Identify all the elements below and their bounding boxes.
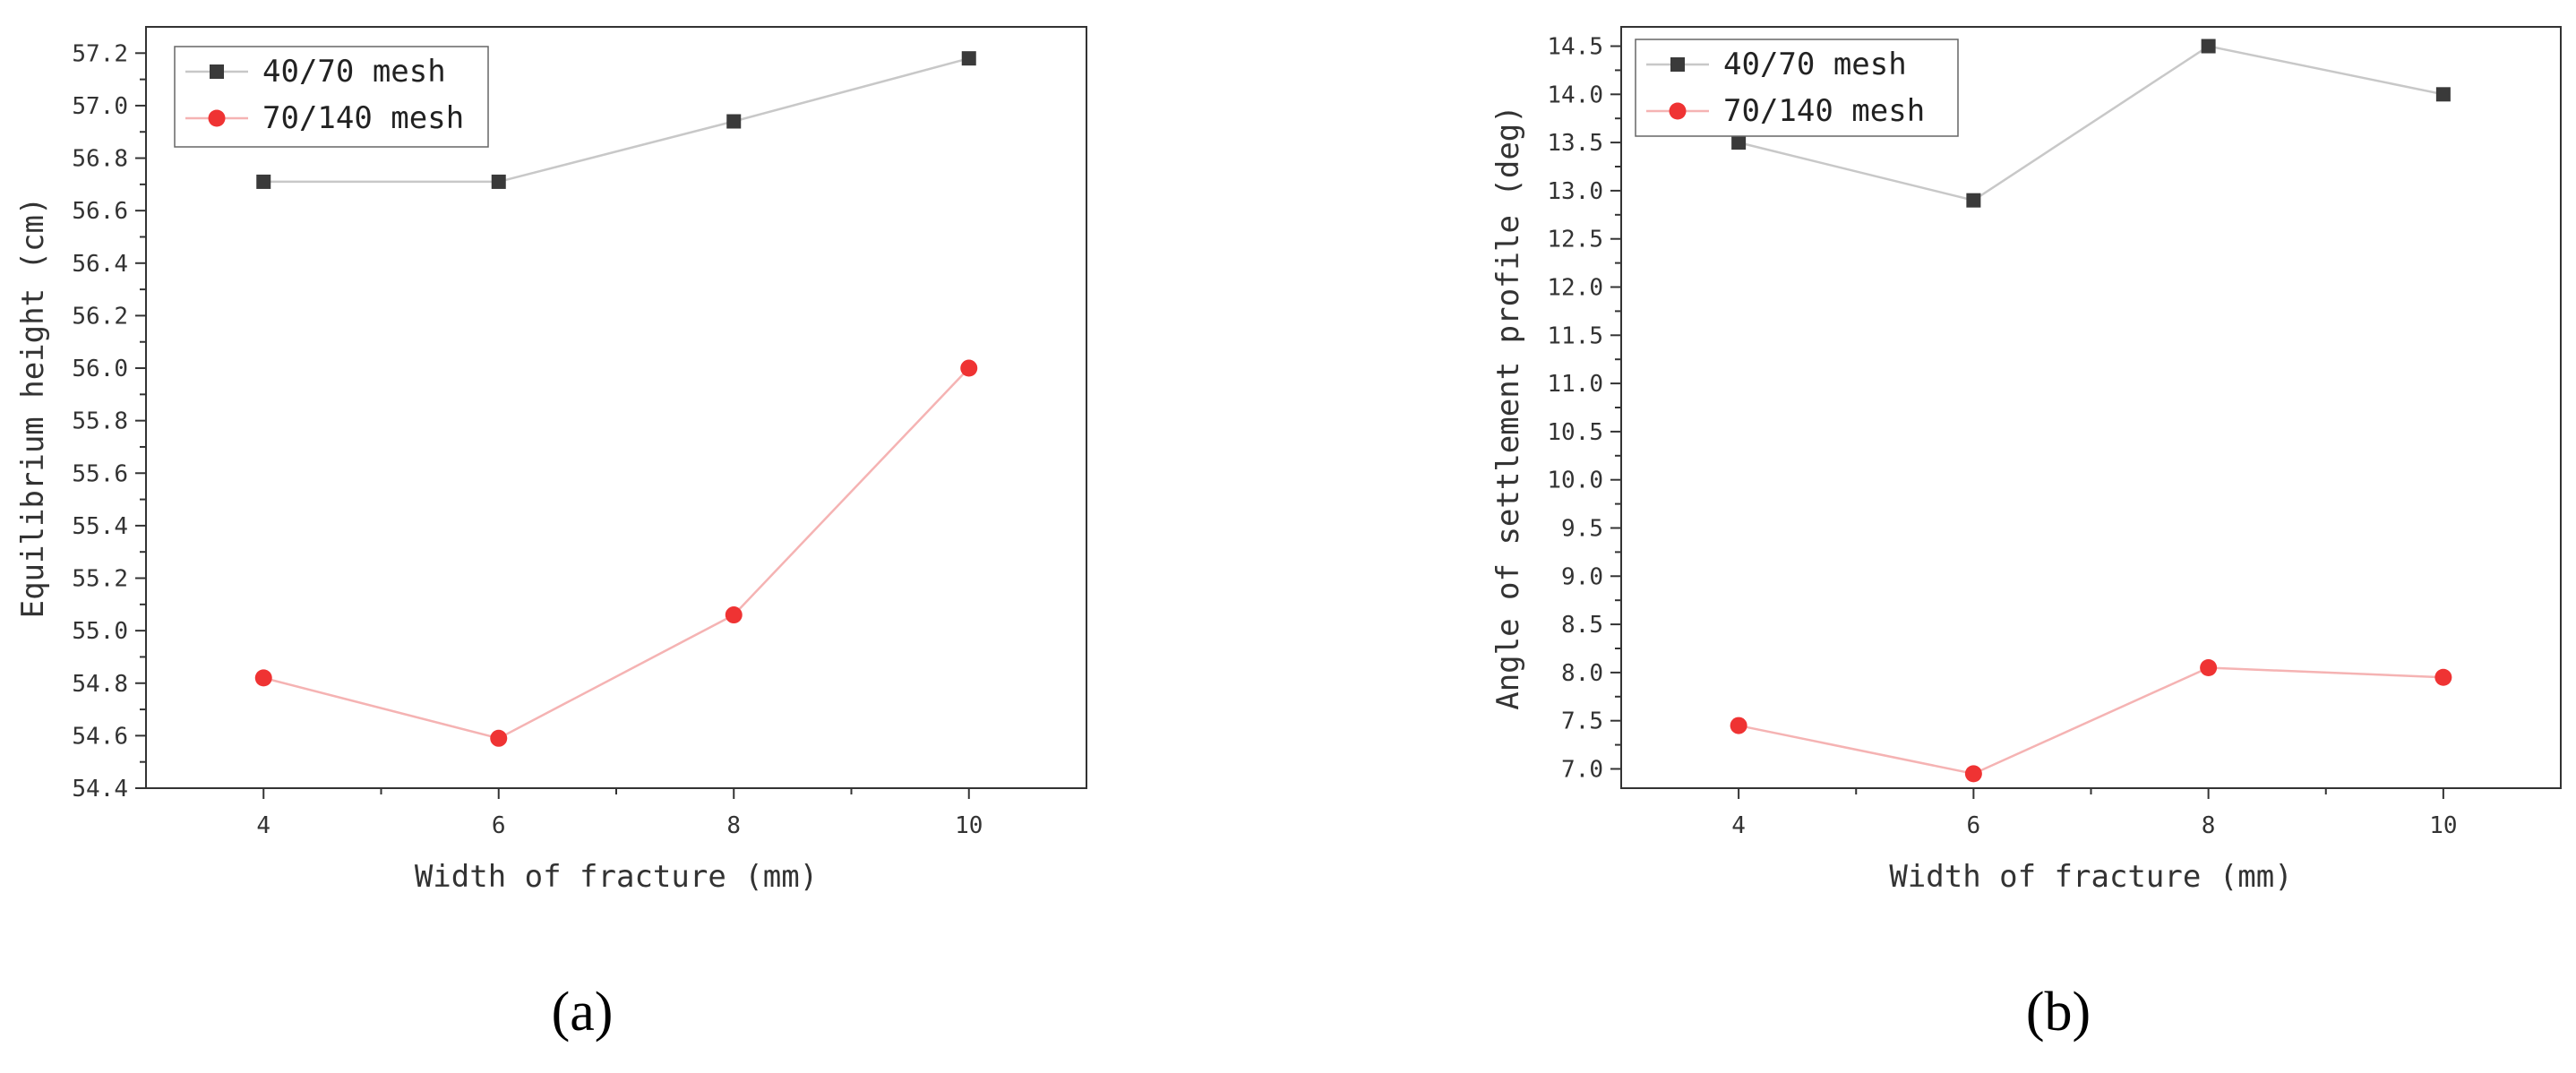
legend: 40/70 mesh 70/140 mesh (174, 46, 489, 148)
y-tick-label: 56.2 (72, 303, 128, 330)
data-point-square (256, 174, 271, 189)
legend-box (1635, 39, 1959, 137)
y-tick-label: 14.0 (1547, 82, 1603, 108)
y-tick-label: 7.0 (1561, 756, 1603, 783)
data-point-square (2201, 39, 2216, 54)
legend-label: 40/70 mesh (262, 54, 446, 90)
legend-marker-square (1670, 57, 1685, 72)
series-1 (256, 51, 976, 189)
chart-panel-1: 4 6 8 10 54.4 54.6 54.8 55.0 55.2 55.4 55.6 55.8 56.… (15, 26, 1087, 1043)
y-tick-label: 11.5 (1547, 322, 1603, 349)
legend-label: 70/140 mesh (1723, 93, 1925, 129)
x-axis-label: Width of fracture (mm) (1889, 859, 2292, 895)
y-tick-label: 54.8 (72, 671, 128, 698)
data-point-square (491, 174, 506, 189)
y-tick-label: 13.5 (1547, 130, 1603, 157)
x-tick-label: 4 (256, 812, 270, 839)
y-tick-label: 55.0 (72, 618, 128, 645)
x-tick-label: 4 (1731, 812, 1746, 839)
data-point-circle (2200, 659, 2218, 677)
data-point-circle (1964, 765, 1982, 783)
legend-marker-square (210, 64, 224, 79)
y-tick-label: 9.0 (1561, 563, 1603, 590)
x-tick-label: 6 (1967, 812, 1981, 839)
data-point-square (1966, 193, 1981, 208)
y-tick-label: 54.6 (72, 723, 128, 750)
y-tick-label: 56.8 (72, 146, 128, 173)
y-tick-label: 56.6 (72, 198, 128, 225)
data-point-circle (725, 606, 743, 624)
data-point-circle (1730, 717, 1747, 734)
y-tick-label: 57.0 (72, 93, 128, 120)
y-axis-label: Equilibrium height (cm) (15, 197, 51, 619)
x-tick-label: 10 (955, 812, 983, 839)
x-axis-label: Width of fracture (mm) (415, 859, 818, 895)
legend-label: 70/140 mesh (262, 100, 464, 136)
data-point-square (961, 51, 976, 66)
y-tick-label: 8.0 (1561, 660, 1603, 687)
y-tick-label: 14.5 (1547, 34, 1603, 61)
series-1 (1731, 39, 2451, 208)
y-tick-label: 57.2 (72, 40, 128, 67)
series-2 (254, 359, 978, 747)
data-point-square (726, 114, 742, 129)
data-point-circle (490, 729, 508, 747)
y-tick-label: 55.6 (72, 460, 128, 487)
series-line (262, 367, 970, 740)
data-point-square (1731, 135, 1747, 150)
y-tick-label: 9.5 (1561, 515, 1603, 542)
series-line (263, 56, 970, 184)
series-2 (1730, 659, 2452, 783)
y-tick-label: 56.4 (72, 251, 128, 278)
panel-label: (b) (2026, 982, 2091, 1043)
y-tick-label: 55.8 (72, 408, 128, 435)
y-tick-label: 12.5 (1547, 227, 1603, 253)
y-tick-label: 54.4 (72, 776, 128, 803)
y-axis-label: Angle of settlement profile (deg) (1490, 105, 1526, 710)
legend-marker-circle (208, 109, 226, 127)
y-tick-label: 11.0 (1547, 371, 1603, 398)
data-point-circle (254, 669, 272, 687)
y-tick-label: 13.0 (1547, 178, 1603, 205)
y-tick-label: 10.5 (1547, 419, 1603, 446)
legend: 40/70 mesh 70/140 mesh (1635, 39, 1959, 137)
series-line (1738, 45, 2444, 202)
y-tick-label: 10.0 (1547, 468, 1603, 494)
x-tick-label: 10 (2429, 812, 2457, 839)
data-point-square (2435, 87, 2451, 102)
panel-label: (a) (552, 982, 614, 1043)
y-tick-label: 55.2 (72, 566, 128, 593)
x-tick-label: 6 (492, 812, 506, 839)
y-tick-label: 8.5 (1561, 612, 1603, 639)
y-tick-label: 7.5 (1561, 708, 1603, 735)
y-tick-label: 55.4 (72, 513, 128, 540)
chart-panel-2: 4 6 8 10 7.0 7.5 8.0 8.5 9.0 9.5 10.0 10.5 11.0 11.5 1… (1490, 26, 2562, 1043)
data-point-circle (2434, 668, 2452, 686)
series-line (1738, 666, 2443, 776)
y-tick-label: 12.0 (1547, 275, 1603, 302)
y-tick-label: 56.0 (72, 356, 128, 382)
data-point-circle (960, 359, 978, 377)
legend-label: 40/70 mesh (1723, 47, 1907, 82)
plot-frame (1620, 26, 2562, 789)
x-tick-label: 8 (726, 812, 741, 839)
x-tick-label: 8 (2202, 812, 2216, 839)
legend-marker-circle (1669, 102, 1687, 120)
legend-box (174, 46, 489, 148)
